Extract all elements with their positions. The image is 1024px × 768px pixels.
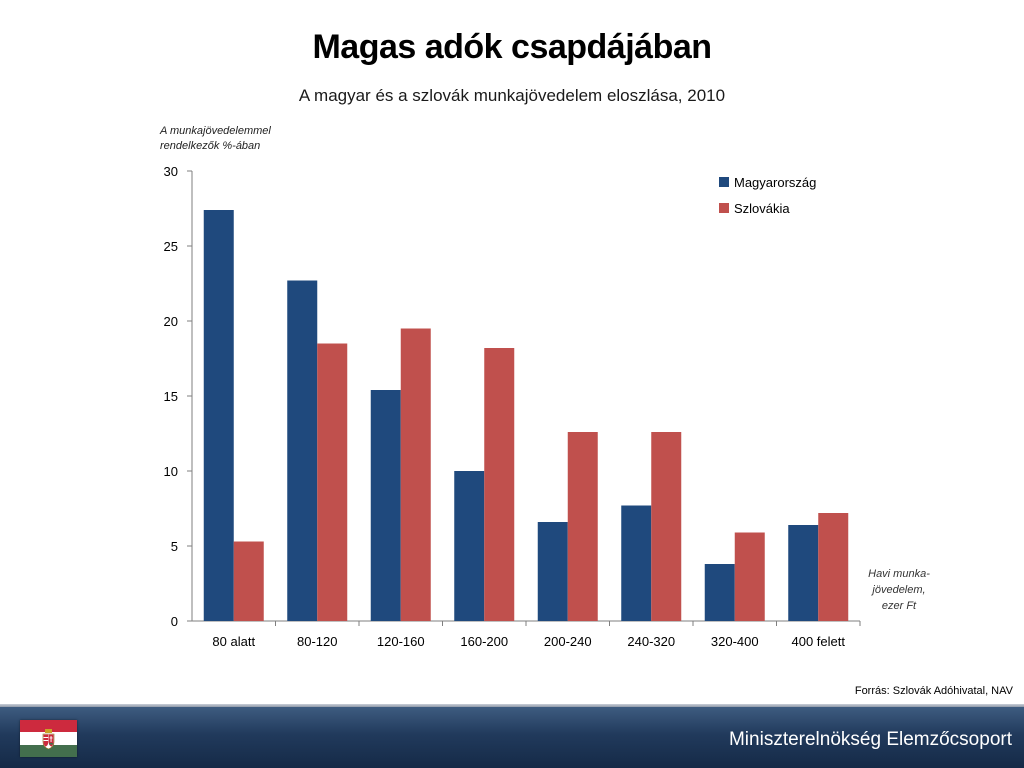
x-axis-unit-line: Havi munka- bbox=[868, 568, 930, 580]
bar-series-2 bbox=[818, 513, 849, 621]
footer-divider bbox=[0, 704, 1024, 707]
y-tick-label: 10 bbox=[164, 464, 178, 479]
legend-swatch bbox=[719, 177, 729, 187]
x-tick-label: 160-200 bbox=[460, 634, 508, 649]
chart-title: Magas adók csapdájában bbox=[312, 28, 712, 66]
bar-series-1 bbox=[788, 525, 819, 621]
bar-series-1 bbox=[454, 471, 485, 621]
source-note: Forrás: Szlovák Adóhivatal, NAV bbox=[854, 685, 1013, 697]
y-tick-label: 0 bbox=[171, 614, 178, 629]
bar-series-2 bbox=[317, 343, 348, 621]
x-tick-label: 120-160 bbox=[377, 634, 425, 649]
bar-series-2 bbox=[567, 432, 598, 621]
coat-of-arms-icon bbox=[42, 729, 55, 749]
x-tick-label: 200-240 bbox=[544, 634, 592, 649]
footer-bar: Miniszterelnökség Elemzőcsoport bbox=[0, 707, 1024, 768]
flag-stripe-red bbox=[20, 720, 77, 733]
bar-series-2 bbox=[484, 348, 515, 621]
bar-series-2 bbox=[734, 532, 765, 621]
y-tick-label: 20 bbox=[164, 314, 178, 329]
x-tick-label: 80 alatt bbox=[212, 634, 255, 649]
bar-series-2 bbox=[400, 328, 431, 621]
y-tick-label: 15 bbox=[164, 389, 178, 404]
x-axis-unit-line: ezer Ft bbox=[881, 600, 917, 612]
bar-series-1 bbox=[537, 522, 568, 621]
x-axis-unit-line: jövedelem, bbox=[872, 584, 926, 596]
y-tick-label: 25 bbox=[164, 239, 178, 254]
x-tick-label: 320-400 bbox=[711, 634, 759, 649]
x-tick-label: 240-320 bbox=[627, 634, 675, 649]
y-tick-label: 5 bbox=[171, 539, 178, 554]
flag-stripe-green bbox=[20, 744, 77, 757]
y-axis-label-line: A munkajövedelemmel bbox=[160, 125, 271, 137]
bar-chart: 0 5 10 15 20 25 30 80 alatt 80-120 120-160 160-200… bbox=[164, 164, 861, 649]
legend-swatch bbox=[719, 203, 729, 213]
chart-subtitle: A magyar és a szlovák munkajövedelem elo… bbox=[298, 86, 726, 105]
y-axis-label-line: rendelkezők %-ában bbox=[160, 140, 261, 152]
x-tick-label: 400 felett bbox=[792, 634, 846, 649]
x-axis-unit-label: Havi munka- jövedelem, ezer Ft bbox=[858, 566, 940, 614]
x-tick-label: 80-120 bbox=[297, 634, 337, 649]
bar-series-1 bbox=[203, 210, 234, 621]
y-axis-label: A munkajövedelemmel rendelkezők %-ában bbox=[160, 124, 330, 154]
bar-series-1 bbox=[704, 564, 735, 621]
bar-series-2 bbox=[233, 541, 264, 621]
y-tick-label: 30 bbox=[164, 164, 178, 179]
bar-series-1 bbox=[370, 390, 401, 621]
bar-series-2 bbox=[651, 432, 682, 621]
legend-label: Szlovákia bbox=[734, 201, 790, 216]
hungarian-flag-icon bbox=[20, 720, 77, 757]
bar-series-1 bbox=[287, 280, 318, 621]
bar-series-1 bbox=[621, 505, 652, 621]
organization-name: Miniszterelnökség Elemzőcsoport bbox=[728, 729, 1012, 750]
legend-label: Magyarország bbox=[734, 175, 816, 190]
